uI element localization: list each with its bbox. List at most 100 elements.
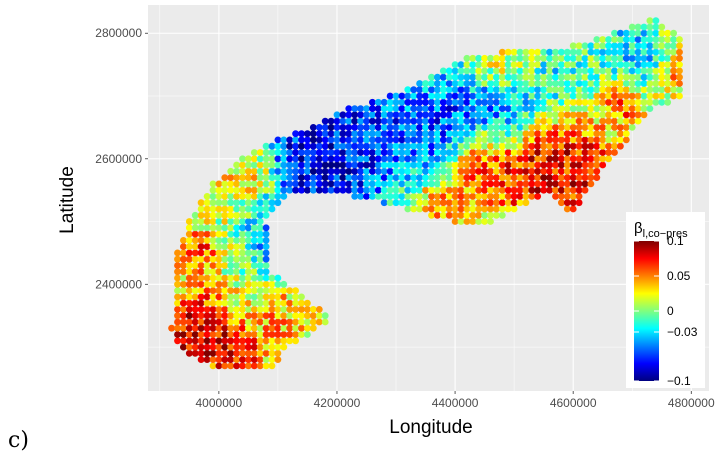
data-point (611, 48, 618, 56)
data-point (245, 193, 252, 200)
data-point (227, 299, 235, 307)
data-point (628, 73, 636, 81)
data-point (333, 124, 341, 131)
data-point (262, 224, 270, 232)
data-point (634, 111, 642, 119)
data-point (445, 211, 453, 219)
data-point (262, 155, 270, 163)
data-point (422, 186, 429, 194)
data-point (262, 237, 270, 244)
data-point (386, 92, 394, 100)
data-point (587, 111, 595, 119)
data-point (256, 349, 264, 357)
data-point (327, 174, 335, 182)
data-point (286, 155, 294, 163)
data-point (245, 280, 252, 288)
data-point (552, 142, 559, 150)
data-point (203, 293, 211, 301)
data-point (528, 98, 536, 106)
data-point (227, 205, 235, 213)
data-point (245, 249, 252, 257)
data-point (439, 186, 447, 194)
data-point (298, 167, 305, 175)
data-point (363, 117, 370, 125)
data-point (369, 174, 376, 182)
data-point (445, 167, 453, 175)
data-point (268, 324, 276, 332)
data-point (185, 249, 193, 257)
data-point (221, 199, 229, 207)
data-point (209, 249, 217, 257)
data-point (250, 337, 258, 345)
data-point (262, 180, 270, 188)
data-point (617, 136, 624, 144)
data-point (439, 86, 447, 94)
data-point (191, 243, 199, 251)
data-point (575, 174, 583, 182)
data-point (215, 287, 223, 294)
data-point (569, 105, 577, 112)
data-point (475, 161, 483, 169)
data-point (510, 180, 518, 188)
data-point (457, 117, 465, 125)
x-tick-label: 4600000 (550, 396, 597, 410)
data-point (522, 80, 530, 87)
data-point (191, 224, 199, 232)
data-point (428, 174, 435, 182)
data-point (215, 186, 223, 194)
data-point (416, 80, 423, 87)
data-point (575, 67, 583, 75)
data-point (593, 86, 601, 94)
data-point (339, 180, 347, 188)
data-point (292, 306, 299, 313)
data-point (439, 205, 447, 213)
data-point (469, 211, 477, 219)
data-point (203, 306, 211, 313)
data-point (197, 199, 205, 207)
data-point (581, 149, 589, 156)
data-point (250, 262, 258, 269)
data-point (569, 199, 577, 207)
data-point (357, 124, 364, 131)
data-point (410, 142, 418, 150)
data-point (422, 80, 429, 87)
data-point (628, 98, 636, 106)
data-point (327, 149, 335, 156)
data-point (351, 180, 359, 188)
data-point (634, 61, 642, 68)
data-point (563, 161, 571, 169)
data-point (197, 274, 205, 282)
data-point (487, 149, 494, 156)
data-point (522, 161, 530, 169)
legend-tick-label: −0.03 (667, 325, 698, 339)
data-point (457, 180, 465, 188)
data-point (215, 249, 223, 257)
data-point (392, 136, 400, 144)
data-point (522, 105, 530, 112)
legend-title-symbol: β (634, 220, 643, 237)
data-point (534, 117, 542, 125)
data-point (416, 117, 423, 125)
data-point (227, 218, 235, 225)
data-point (221, 306, 229, 313)
data-point (262, 293, 270, 301)
data-point (262, 274, 270, 282)
data-point (593, 54, 601, 62)
data-point (321, 174, 329, 182)
data-point (369, 98, 376, 106)
data-point (374, 105, 382, 112)
data-point (274, 161, 282, 169)
data-point (552, 98, 559, 106)
data-point (262, 142, 270, 150)
data-point (581, 161, 589, 169)
data-point (227, 230, 235, 238)
data-point (510, 117, 518, 125)
data-point (646, 36, 654, 43)
data-point (410, 161, 418, 169)
data-point (475, 67, 483, 75)
data-point (451, 105, 459, 112)
data-point (552, 111, 559, 119)
data-point (451, 124, 459, 131)
data-point (280, 136, 288, 144)
